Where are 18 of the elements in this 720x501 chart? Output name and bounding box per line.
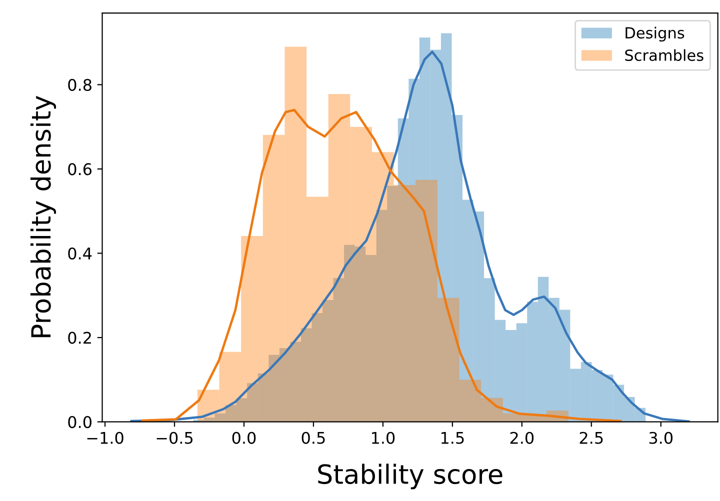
x-axis-title: Stability score [318, 464, 502, 490]
x-tick-label: 1.5 [441, 432, 464, 444]
y-tick-label: 0.4 [68, 247, 92, 260]
y-tick-label: 0.2 [68, 332, 91, 344]
x-tick-label: 0.0 [232, 432, 256, 444]
x-tick-label: 2.0 [510, 432, 534, 444]
y-tick-label: 0.6 [68, 163, 92, 176]
y-axis-title: Probability density [30, 96, 56, 338]
legend-label: Designs [626, 26, 684, 42]
legend-label: Scrambles [625, 49, 704, 62]
y-tick-label: 0.0 [68, 416, 92, 428]
x-tick-label: 3.0 [649, 432, 673, 444]
x-tick-label: 0.5 [302, 432, 325, 444]
x-tick-label: 1.0 [372, 432, 395, 444]
x-tick-label: −0.5 [156, 432, 192, 444]
x-tick-label: 2.5 [580, 432, 603, 444]
x-tick-label: −1.0 [87, 432, 124, 444]
y-tick-label: 0.8 [68, 78, 92, 91]
